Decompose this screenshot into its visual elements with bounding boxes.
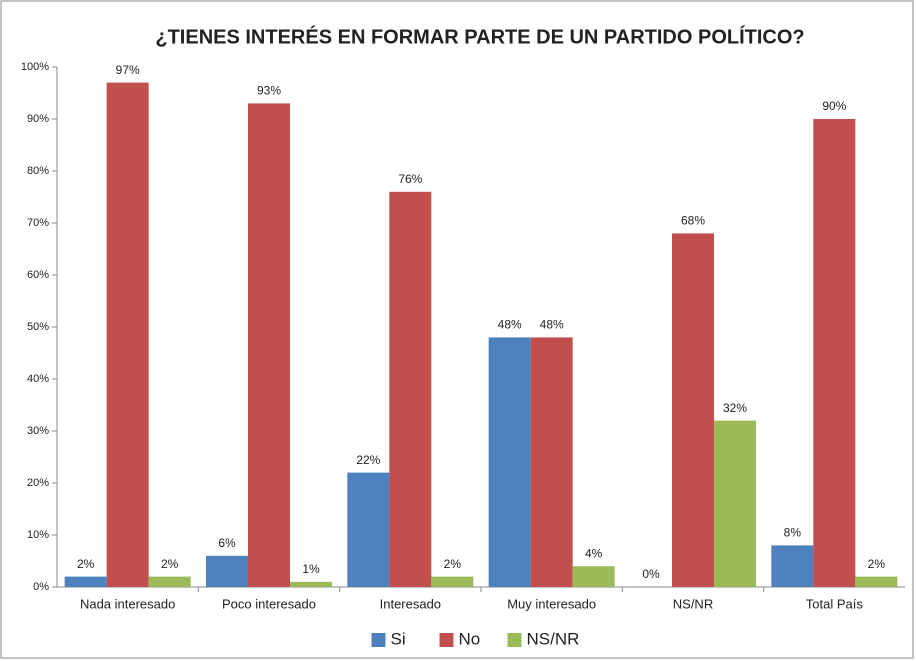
bar [855,576,898,587]
value-label: 8% [784,526,802,540]
value-label: 1% [302,562,320,576]
bar [106,82,149,587]
bar [148,576,191,587]
y-tick-label: 0% [33,581,49,593]
bar [672,233,714,587]
value-label: 4% [585,546,603,560]
bar [572,566,615,587]
value-label: 6% [218,536,236,550]
x-tick-label: NS/NR [673,596,713,611]
x-tick-label: Nada interesado [80,596,175,611]
value-label: 90% [822,99,846,113]
y-tick-label: 50% [27,321,49,333]
x-tick-label: Interesado [380,596,441,611]
value-label: 48% [498,318,522,332]
y-tick-label: 100% [21,61,49,73]
bar [347,472,390,587]
value-label: 2% [868,557,886,571]
bar [290,581,332,587]
value-label: 48% [540,318,564,332]
x-tick-label: Poco interesado [222,596,316,611]
y-tick-label: 80% [27,165,49,177]
value-label: 0% [642,567,660,581]
bar [530,337,573,587]
y-tick-label: 10% [27,529,49,541]
value-label: 2% [161,557,179,571]
x-tick-label: Total País [806,596,864,611]
y-tick-label: 40% [27,373,49,385]
value-label: 76% [398,172,422,186]
bar [714,420,756,587]
value-label: 97% [116,63,140,77]
bar [206,555,248,587]
y-tick-label: 70% [27,217,49,229]
legend-swatch [439,633,454,647]
legend-swatch [371,633,386,647]
legend-label: Si [391,629,406,648]
y-tick-label: 60% [27,269,49,281]
bar [813,119,856,587]
legend-swatch [507,633,522,647]
bar [771,545,814,587]
bar [488,337,531,587]
chart-title: ¿TIENES INTERÉS EN FORMAR PARTE DE UN PA… [155,25,804,48]
bar [431,576,474,587]
value-label: 32% [723,401,747,415]
bar [64,576,107,587]
value-label: 93% [257,84,281,98]
value-label: 68% [681,214,705,228]
y-tick-label: 20% [27,477,49,489]
legend-label: NS/NR [527,629,580,648]
value-label: 2% [77,557,95,571]
bar [248,103,290,588]
legend-label: No [459,629,481,648]
y-tick-label: 30% [27,425,49,437]
y-tick-label: 90% [27,113,49,125]
bar [389,191,432,588]
x-tick-label: Muy interesado [507,596,596,611]
value-label: 22% [356,453,380,467]
value-label: 2% [444,557,462,571]
